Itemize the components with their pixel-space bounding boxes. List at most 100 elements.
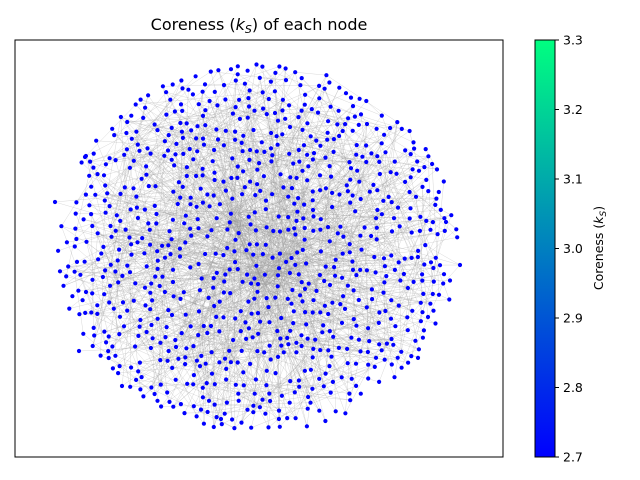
node <box>235 360 240 365</box>
node <box>337 133 342 139</box>
node <box>382 132 387 137</box>
node <box>293 70 298 75</box>
node <box>72 244 77 249</box>
node <box>250 335 255 340</box>
node <box>171 189 176 194</box>
node <box>300 247 305 252</box>
node <box>135 142 140 147</box>
node <box>196 333 201 338</box>
node <box>389 253 394 258</box>
node <box>170 279 176 285</box>
node <box>253 193 258 198</box>
node <box>170 267 176 272</box>
node <box>394 171 399 176</box>
node <box>345 361 350 366</box>
node <box>442 216 447 221</box>
node <box>217 360 222 365</box>
node <box>149 385 154 390</box>
node <box>318 348 323 353</box>
node <box>150 336 155 341</box>
node <box>293 262 298 267</box>
node <box>354 273 359 278</box>
node <box>325 137 330 142</box>
node <box>214 270 219 275</box>
node <box>302 286 308 291</box>
node <box>194 136 199 141</box>
node <box>276 266 282 271</box>
node <box>417 228 422 233</box>
node <box>125 308 130 313</box>
node <box>251 252 256 257</box>
node <box>330 379 335 384</box>
node <box>165 358 170 363</box>
node <box>308 367 313 372</box>
node <box>143 303 148 308</box>
node <box>287 270 292 276</box>
node <box>431 308 436 313</box>
node <box>95 172 100 177</box>
node <box>224 377 229 382</box>
node <box>408 152 413 157</box>
node <box>431 279 436 284</box>
node <box>244 248 249 253</box>
node <box>327 239 332 244</box>
node <box>389 229 395 234</box>
node <box>264 225 269 230</box>
node <box>224 400 229 405</box>
node <box>83 289 89 295</box>
node <box>257 405 262 410</box>
node <box>328 390 333 395</box>
node <box>366 326 371 331</box>
node <box>285 416 290 421</box>
node <box>280 108 285 113</box>
node <box>133 102 138 107</box>
node <box>333 257 338 262</box>
node <box>279 315 284 321</box>
node <box>90 223 95 229</box>
node <box>166 133 171 138</box>
node <box>382 280 387 285</box>
node <box>222 356 228 361</box>
node <box>320 330 325 335</box>
node <box>348 166 354 171</box>
node <box>254 149 259 154</box>
node <box>240 192 245 197</box>
node <box>166 243 171 248</box>
node <box>454 227 459 232</box>
node <box>144 264 149 269</box>
node <box>247 88 252 93</box>
node <box>377 342 382 347</box>
node <box>241 370 246 375</box>
node <box>358 112 364 117</box>
node <box>200 166 205 171</box>
node <box>328 104 333 109</box>
node <box>133 281 138 286</box>
node <box>263 207 268 212</box>
node <box>148 242 153 247</box>
node <box>193 74 198 79</box>
node <box>304 261 309 266</box>
node <box>164 325 169 330</box>
node <box>162 255 168 260</box>
node <box>223 97 228 102</box>
node <box>110 344 115 349</box>
node <box>173 152 178 157</box>
node <box>262 350 267 355</box>
node <box>270 192 275 197</box>
node <box>227 267 232 272</box>
node <box>102 198 107 203</box>
node <box>200 385 205 390</box>
node <box>95 303 100 308</box>
node <box>251 127 256 133</box>
node <box>327 80 332 85</box>
node <box>406 360 411 365</box>
node <box>433 255 438 260</box>
node <box>305 152 310 157</box>
node <box>155 398 160 403</box>
node <box>56 248 61 253</box>
node <box>223 128 228 133</box>
node <box>327 282 333 288</box>
node <box>228 360 233 365</box>
node <box>210 159 215 164</box>
